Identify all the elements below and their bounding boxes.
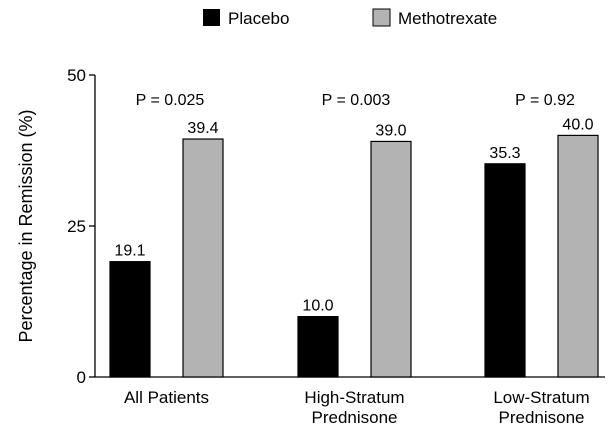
p-value-annotations: P = 0.025 P = 0.003 P = 0.92 — [136, 92, 575, 109]
bar-value-label: 35.3 — [489, 145, 520, 162]
p-value-low-stratum: P = 0.92 — [515, 92, 575, 109]
legend-label-methotrexate: Methotrexate — [398, 9, 497, 28]
y-tick-label: 0 — [77, 368, 86, 387]
x-tick-label: Prednisone — [498, 408, 584, 427]
bar-placebo-2 — [484, 163, 526, 378]
x-tick-labels: All Patients High-StratumPrednisoneLow-St… — [124, 388, 590, 427]
bar-value-labels: 19.1 10.0 35.3 39.4 39.0 40.0 — [114, 116, 593, 314]
y-ticks: 50 25 0 — [67, 66, 95, 387]
bar-methotrexate-2 — [557, 134, 599, 378]
y-axis-title: Percentage in Remission (%) — [16, 109, 36, 342]
bars — [109, 134, 599, 378]
bar-value-label: 40.0 — [562, 116, 593, 133]
bar-value-label: 39.0 — [375, 122, 406, 139]
bar-placebo-1 — [297, 316, 339, 378]
legend: Placebo Methotrexate — [203, 8, 497, 28]
bar-value-label: 39.4 — [187, 120, 218, 137]
y-tick-label: 50 — [67, 66, 86, 85]
bar-placebo-0 — [109, 261, 151, 378]
legend-label-placebo: Placebo — [228, 9, 289, 28]
bar-methotrexate-0 — [182, 138, 224, 378]
x-tick-label: Low-Stratum — [493, 388, 589, 407]
x-tick-label: All Patients — [124, 388, 209, 407]
p-value-all-patients: P = 0.025 — [136, 92, 205, 109]
legend-swatch-methotrexate — [372, 8, 391, 27]
bar-methotrexate-1 — [370, 140, 412, 378]
bar-value-label: 10.0 — [302, 298, 333, 315]
x-tick-label: High-Stratum — [304, 388, 404, 407]
p-value-high-stratum: P = 0.003 — [322, 92, 391, 109]
y-tick-label: 25 — [67, 217, 86, 236]
x-tick-label: Prednisone — [311, 408, 397, 427]
legend-swatch-placebo — [203, 9, 220, 26]
bar-value-label: 19.1 — [114, 243, 145, 260]
